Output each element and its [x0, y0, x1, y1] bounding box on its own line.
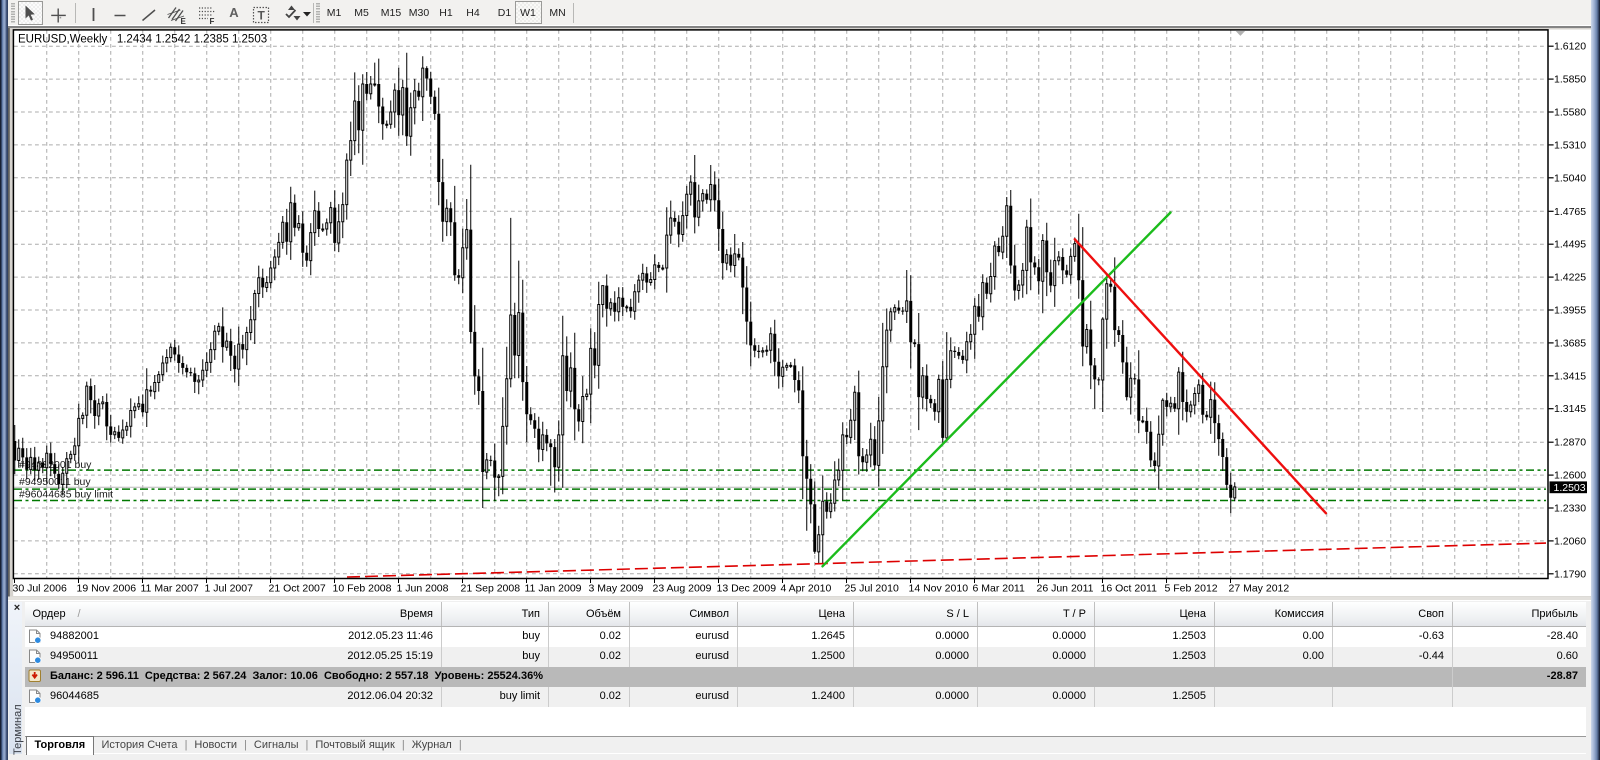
svg-text:14 Nov 2010: 14 Nov 2010 — [909, 583, 969, 595]
svg-text:T: T — [258, 9, 266, 23]
svg-text:1.2060: 1.2060 — [1554, 535, 1586, 547]
svg-text:1.5040: 1.5040 — [1554, 172, 1586, 184]
svg-text:27 May 2012: 27 May 2012 — [1229, 583, 1290, 595]
svg-text:1.4225: 1.4225 — [1554, 272, 1586, 284]
svg-text:1.2870: 1.2870 — [1554, 437, 1586, 449]
svg-text:13 Dec 2009: 13 Dec 2009 — [717, 583, 777, 595]
svg-text:1.1790: 1.1790 — [1554, 568, 1586, 580]
svg-text:1.3955: 1.3955 — [1554, 305, 1586, 317]
svg-text:6 Mar 2011: 6 Mar 2011 — [973, 583, 1025, 595]
svg-text:1.4495: 1.4495 — [1554, 239, 1586, 251]
svg-text:1.3685: 1.3685 — [1554, 337, 1586, 349]
svg-text:1.2330: 1.2330 — [1554, 503, 1586, 515]
svg-text:10 Feb 2008: 10 Feb 2008 — [333, 583, 392, 595]
svg-text:21 Oct 2007: 21 Oct 2007 — [269, 583, 326, 595]
svg-text:1.2503: 1.2503 — [1554, 482, 1586, 494]
svg-text:1.5580: 1.5580 — [1554, 107, 1586, 119]
svg-text:1 Jun 2008: 1 Jun 2008 — [397, 583, 449, 595]
svg-text:4 Apr 2010: 4 Apr 2010 — [781, 583, 832, 595]
svg-text:1.3415: 1.3415 — [1554, 370, 1586, 382]
svg-text:1.2600: 1.2600 — [1554, 470, 1586, 482]
svg-text:16 Oct 2011: 16 Oct 2011 — [1101, 583, 1158, 595]
svg-text:30 Jul 2006: 30 Jul 2006 — [13, 583, 67, 595]
svg-text:1.6120: 1.6120 — [1554, 41, 1586, 53]
svg-text:3 May 2009: 3 May 2009 — [589, 583, 644, 595]
svg-text:1.4765: 1.4765 — [1554, 206, 1586, 218]
svg-text:23 Aug 2009: 23 Aug 2009 — [653, 583, 712, 595]
svg-text:11 Jan 2009: 11 Jan 2009 — [525, 583, 582, 595]
svg-text:25 Jul 2010: 25 Jul 2010 — [845, 583, 899, 595]
svg-text:1.3145: 1.3145 — [1554, 403, 1586, 415]
svg-text:#96044685 buy limit: #96044685 buy limit — [19, 488, 113, 500]
svg-text:1.5850: 1.5850 — [1554, 74, 1586, 86]
svg-text:21 Sep 2008: 21 Sep 2008 — [461, 583, 521, 595]
svg-text:11 Mar 2007: 11 Mar 2007 — [141, 583, 199, 595]
svg-text:5 Feb 2012: 5 Feb 2012 — [1165, 583, 1218, 595]
svg-text:1 Jul 2007: 1 Jul 2007 — [205, 583, 254, 595]
svg-text:1.5310: 1.5310 — [1554, 139, 1586, 151]
svg-text:19 Nov 2006: 19 Nov 2006 — [77, 583, 137, 595]
svg-text:F: F — [210, 17, 215, 25]
svg-text:#94950011 buy: #94950011 buy — [19, 476, 91, 488]
svg-text:26 Jun 2011: 26 Jun 2011 — [1037, 583, 1094, 595]
svg-text:EURUSD,Weekly 1.2434 1.2542: EURUSD,Weekly 1.2434 1.2542 1.2385 1.250… — [18, 34, 267, 46]
svg-text:E: E — [181, 17, 187, 25]
